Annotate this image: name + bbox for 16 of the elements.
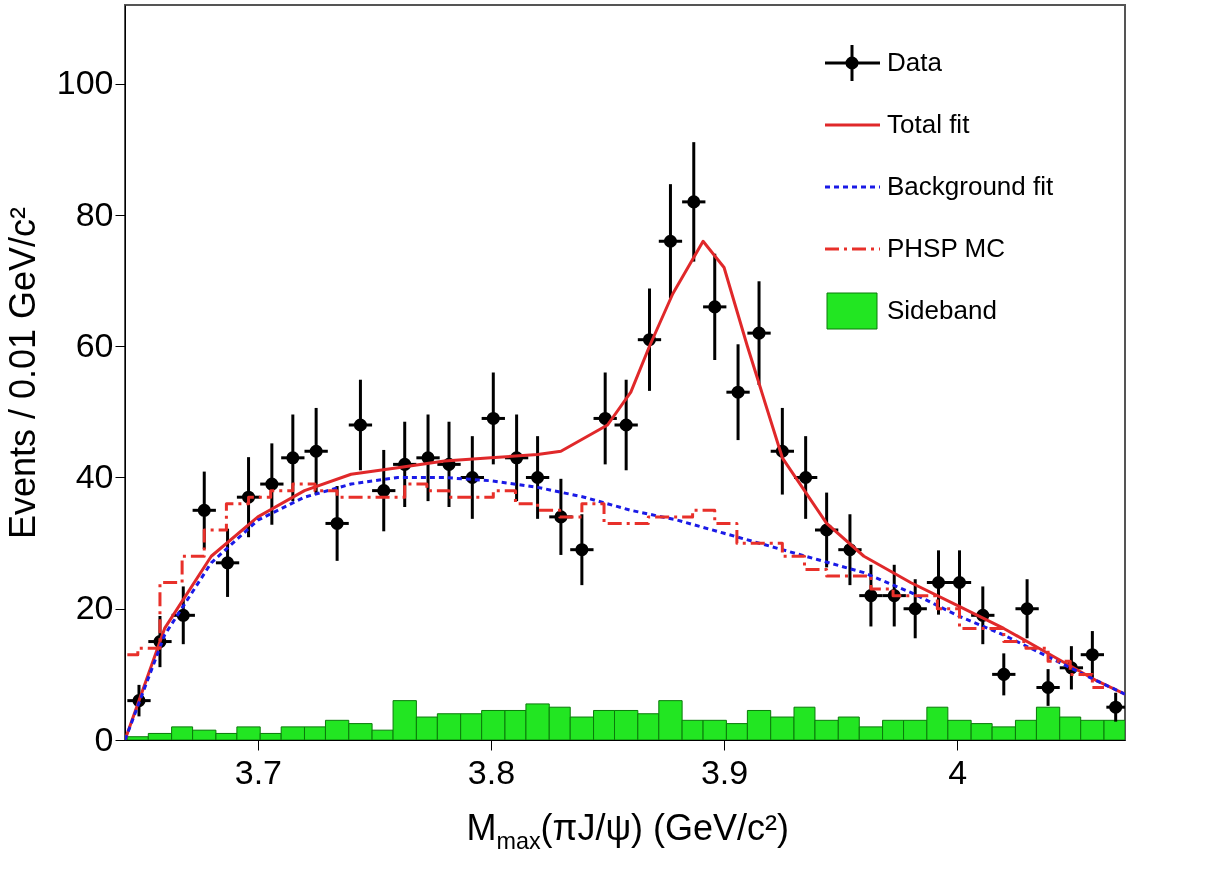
x-tick-label: 4 [948, 752, 968, 791]
legend-label: Sideband [887, 295, 997, 325]
x-tick-label: 3.9 [700, 752, 749, 791]
legend-label: Total fit [887, 109, 971, 139]
y-axis-title: Events / 0.01 GeV/c² [1, 206, 43, 540]
legend-label: PHSP MC [887, 233, 1005, 263]
y-tick-label: 0 [94, 719, 114, 758]
y-tick-label: 60 [75, 325, 114, 364]
x-tick-label: 3.8 [467, 752, 516, 791]
y-tick-label: 20 [75, 588, 114, 627]
y-tick-label: 40 [75, 457, 114, 495]
y-tick-label: 100 [56, 63, 114, 102]
legend-label: Data [887, 47, 943, 77]
y-tick-label: 80 [75, 194, 114, 233]
legend-label: Background fit [887, 171, 1054, 201]
x-tick-label: 3.7 [234, 752, 282, 791]
